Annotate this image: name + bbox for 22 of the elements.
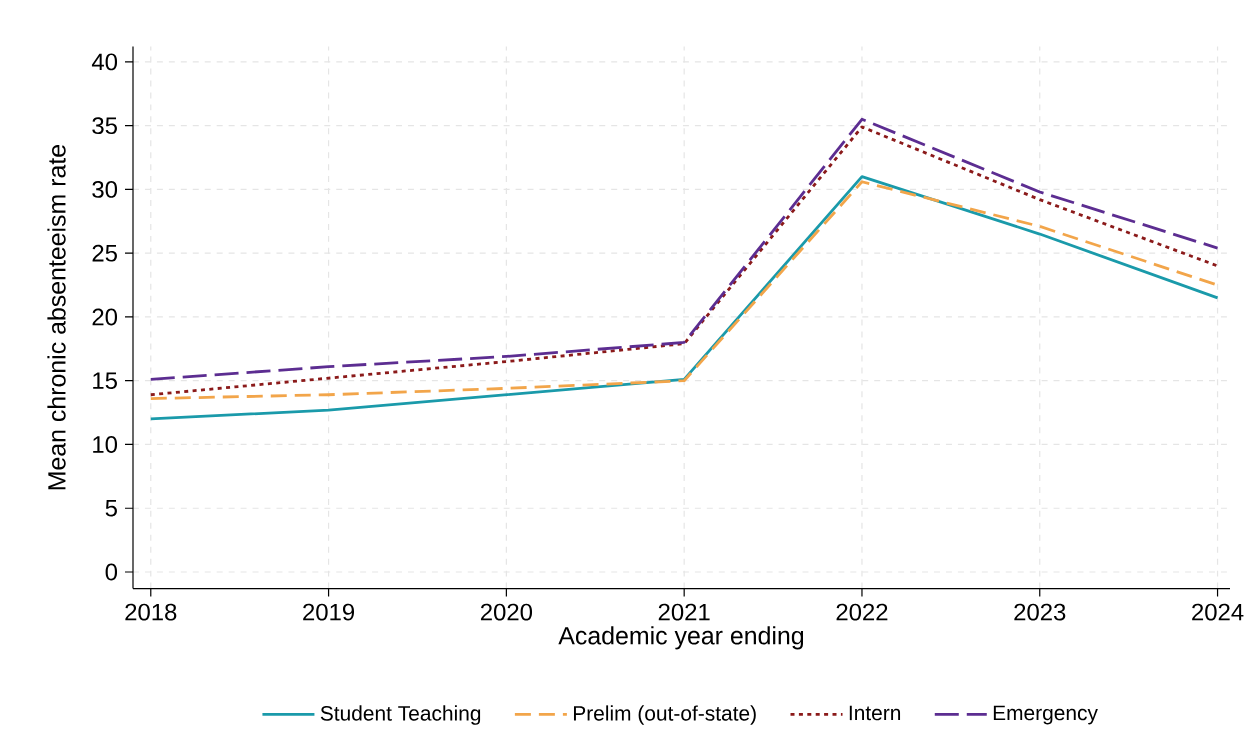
y-tick-label: 35 [92,117,117,135]
y-tick-label: 40 [91,53,118,71]
x-tick-label: 2019 [303,603,355,621]
x-tick-label: 2024 [1192,603,1244,621]
x-tick-label: 2023 [1014,603,1066,621]
y-axis-title: Mean chronic absenteeism rate [47,145,66,490]
legend-label: Intern [849,705,901,721]
y-tick-label: 30 [92,180,118,198]
y-tick-label: 5 [105,499,117,517]
y-tick-label: 10 [93,436,118,453]
y-tick-label: 20 [92,308,118,326]
x-tick-label: 2020 [480,603,533,621]
y-tick-label: 0 [105,563,118,581]
x-tick-label: 2018 [125,603,177,621]
y-tick-label: 15 [93,372,117,390]
y-tick-label: 25 [92,244,117,262]
legend-label: Student Teaching [320,705,481,725]
legend-label: Emergency [993,705,1098,725]
x-axis-title: Academic year ending [558,626,804,650]
x-tick-label: 2022 [836,603,888,621]
x-tick-label: 2021 [658,603,710,621]
legend-label: Prelim (out-of-state) [573,705,756,725]
